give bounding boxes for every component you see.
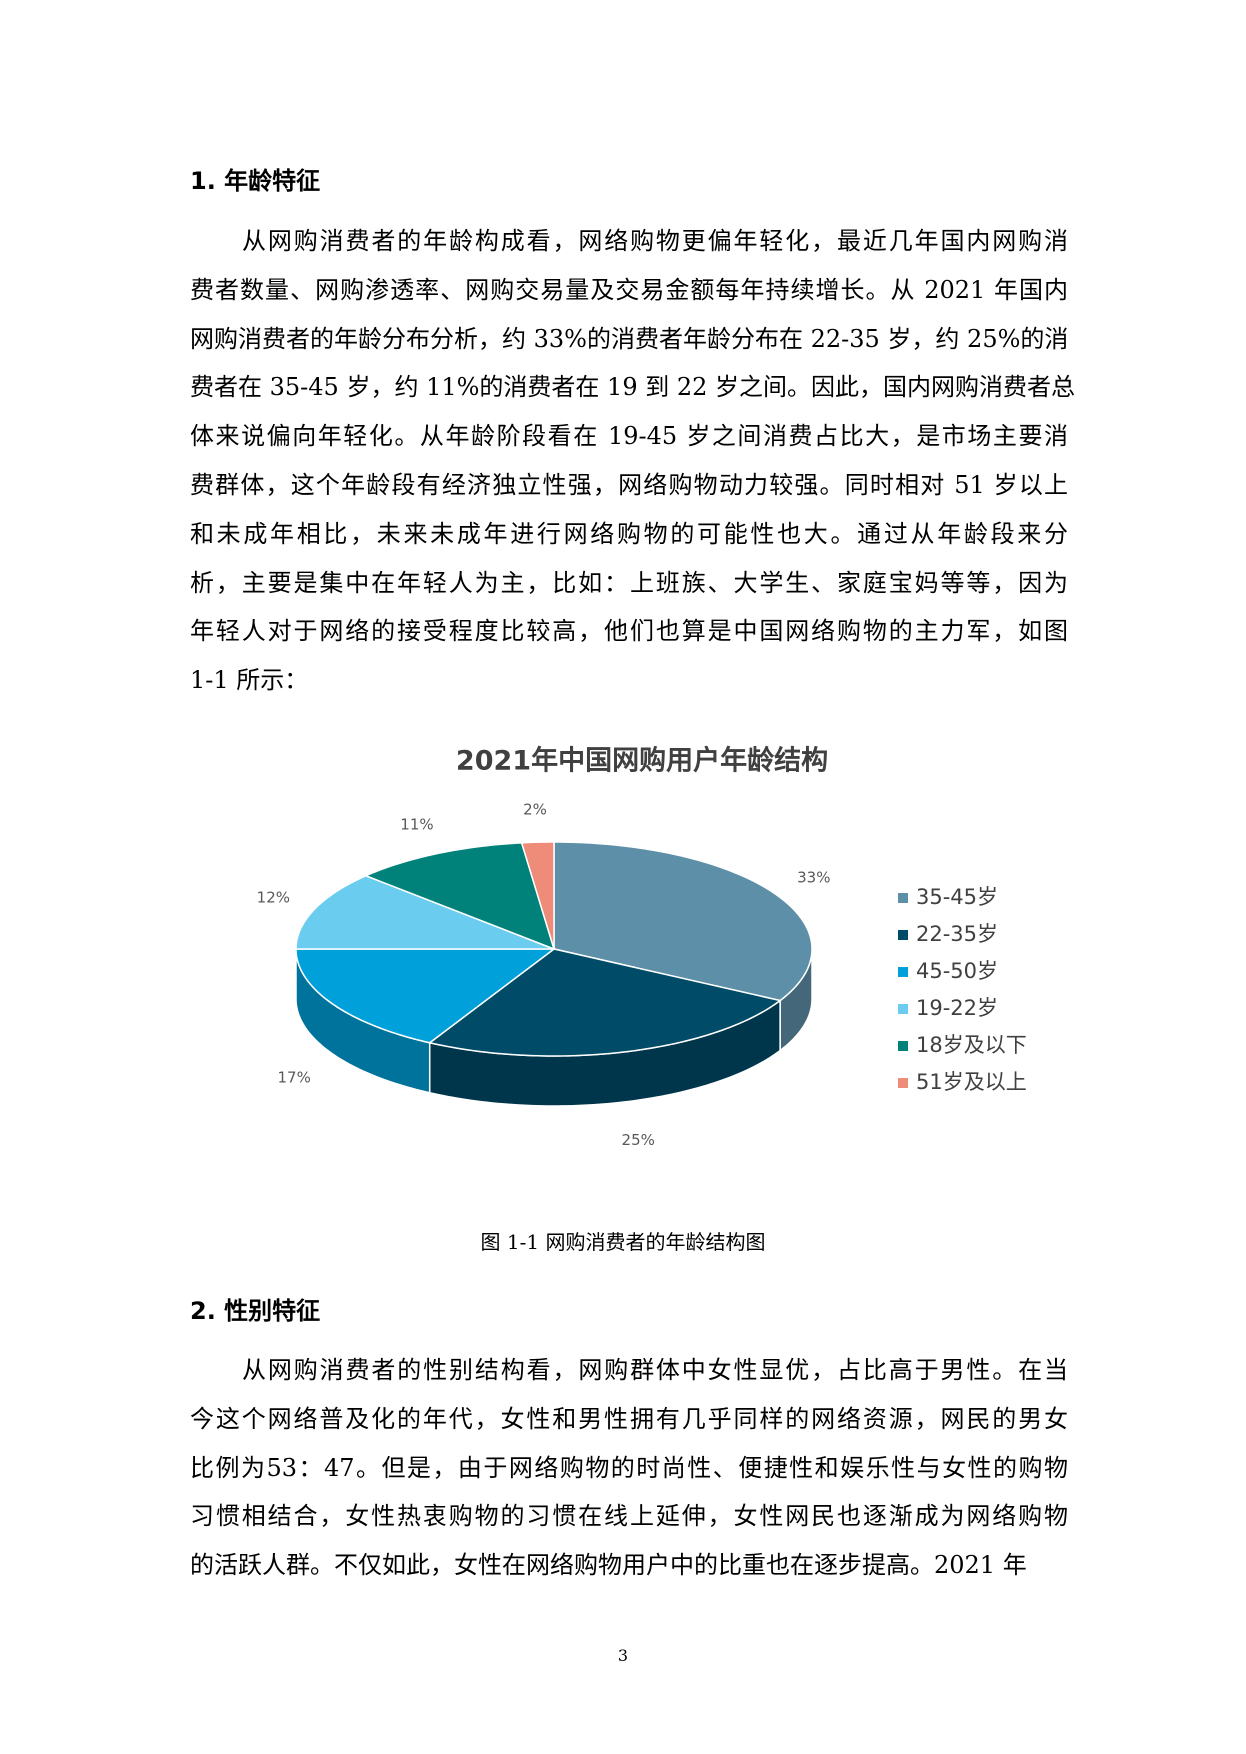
legend-swatch xyxy=(898,967,908,977)
legend-swatch xyxy=(898,1041,908,1051)
data-label: 17% xyxy=(278,1068,311,1086)
text-line: 的活跃人群。不仅如此，女性在网络购物用户中的比重也在逐步提高。2021 年 xyxy=(190,1551,1027,1580)
text-line: 费者在 35-45 岁，约 11%的消费者在 19 到 22 岁之间。因此，国内… xyxy=(190,373,1076,402)
pie-slice xyxy=(553,841,813,1053)
legend-label: 19-22岁 xyxy=(916,996,998,1020)
pie: 33% 25% 17% 12% 11% 2% xyxy=(257,801,831,1149)
slice-top xyxy=(553,841,813,1002)
text-line: 从网购消费者的年龄构成看，网络购物更偏年轻化，最近几年国内网购消 xyxy=(242,227,1068,255)
text-line: 析，主要是集中在年轻人为主，比如：上班族、大学生、家庭宝妈等等，因为 xyxy=(190,568,1068,597)
legend-swatch xyxy=(898,1078,908,1088)
text-line: 体来说偏向年轻化。从年龄阶段看在 19-45 岁之间消费占比大，是市场主要消 xyxy=(190,422,1068,451)
legend-label: 45-50岁 xyxy=(916,959,998,983)
data-label: 2% xyxy=(523,801,547,819)
section-heading: 2. 性别特征 xyxy=(190,1297,321,1325)
legend-label: 35-45岁 xyxy=(916,885,998,909)
text-line: 习惯相结合，女性热衷购物的习惯在线上延伸，女性网民也逐渐成为网络购物 xyxy=(190,1502,1068,1531)
text-line: 年轻人对于网络的接受程度比较高，他们也算是中国网络购物的主力军，如图 xyxy=(190,617,1068,646)
section-heading: 1. 年龄特征 xyxy=(190,167,321,195)
text-line: 今这个网络普及化的年代，女性和男性拥有几乎同样的网络资源，网民的男女 xyxy=(190,1404,1068,1433)
data-label: 25% xyxy=(622,1131,655,1149)
text-line: 比例为53：47。但是，由于网络购物的时尚性、便捷性和娱乐性与女性的购物 xyxy=(190,1453,1068,1482)
data-label: 12% xyxy=(257,888,290,906)
figure-caption: 图 1-1 网购消费者的年龄结构图 xyxy=(480,1230,766,1254)
page-number: 3 xyxy=(617,1646,629,1665)
pie-slice xyxy=(363,842,556,951)
data-label: 11% xyxy=(400,816,433,834)
slice-top xyxy=(295,874,555,950)
text-line: 和未成年相比，未来未成年进行网络购物的可能性也大。通过从年龄段来分 xyxy=(190,519,1068,548)
pie-slice xyxy=(520,841,555,950)
slice-top xyxy=(520,841,555,950)
slice-top xyxy=(427,948,782,1057)
text-line: 1-1 所示： xyxy=(190,666,309,695)
text-line: 从网购消费者的性别结构看，网购群体中女性显优，占比高于男性。在当 xyxy=(242,1356,1068,1384)
text-line: 费群体，这个年龄段有经济独立性强，网络购物动力较强。同时相对 51 岁以上 xyxy=(190,471,1068,499)
legend-label: 51岁及以上 xyxy=(916,1070,1027,1094)
legend-swatch xyxy=(898,930,908,940)
text-line: 费者数量、网购渗透率、网购交易量及交易金额每年持续增长。从 2021 年国内 xyxy=(190,275,1068,304)
text-line: 网购消费者的年龄分布分析，约 33%的消费者年龄分布在 22-35 岁，约 25… xyxy=(190,324,1069,353)
legend: 35-45岁 22-35岁 45-50岁 19-22岁 18岁及以下 51岁及以上 xyxy=(898,885,1027,1094)
chart-title: 2021年中国网购用户年龄结构 xyxy=(456,745,828,777)
legend-swatch xyxy=(898,1004,908,1014)
legend-label: 22-35岁 xyxy=(916,922,998,946)
data-label: 33% xyxy=(797,869,830,887)
slice-top xyxy=(363,842,556,951)
pie-slice xyxy=(295,948,557,1094)
legend-label: 18岁及以下 xyxy=(916,1033,1027,1057)
slice-top xyxy=(295,948,557,1044)
pie-slice xyxy=(295,874,555,950)
legend-swatch xyxy=(898,893,908,903)
